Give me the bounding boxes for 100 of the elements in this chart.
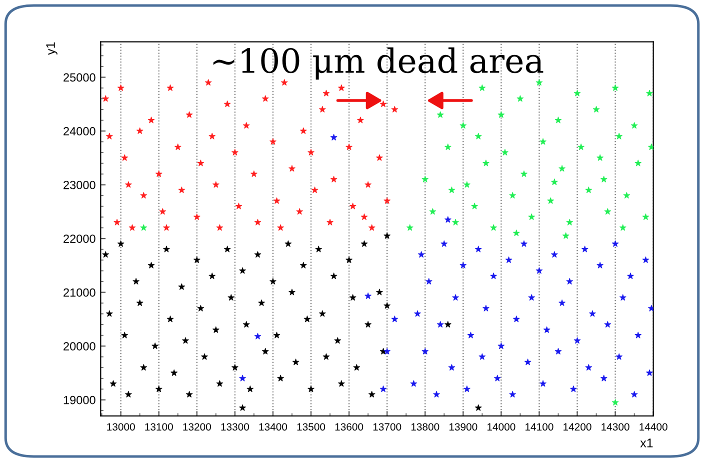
point	[490, 272, 497, 280]
point	[498, 342, 505, 350]
point	[242, 122, 250, 129]
point	[581, 246, 588, 252]
y-tick-label: 19000	[64, 396, 96, 404]
point	[300, 127, 307, 134]
point	[490, 224, 497, 231]
x-tick-label: 13500	[297, 423, 326, 431]
point	[436, 321, 444, 328]
point	[391, 106, 398, 112]
point	[326, 218, 334, 226]
point	[612, 240, 619, 247]
point	[106, 132, 113, 140]
point	[600, 374, 608, 382]
point	[136, 127, 144, 134]
annotation: ∼100 μm dead area	[213, 47, 544, 80]
point	[270, 138, 276, 145]
point	[349, 202, 356, 210]
x-tick-label: 14200	[564, 423, 592, 431]
x-tick-label: 13900	[449, 423, 478, 431]
point	[414, 310, 421, 317]
point	[616, 132, 622, 140]
point	[232, 148, 238, 156]
point	[513, 230, 520, 236]
point	[117, 84, 124, 91]
point	[288, 165, 296, 172]
point	[543, 326, 550, 333]
point	[174, 144, 182, 150]
point	[235, 202, 242, 210]
point	[604, 321, 612, 328]
point	[322, 90, 330, 96]
point	[540, 380, 546, 387]
point	[623, 192, 630, 198]
point	[178, 186, 186, 194]
point	[380, 386, 387, 392]
point	[566, 278, 574, 284]
point	[574, 90, 581, 96]
point	[330, 176, 338, 182]
point	[330, 134, 338, 140]
point	[520, 240, 528, 247]
x-tick-label: 14000	[487, 423, 516, 431]
point	[102, 95, 109, 102]
point	[516, 95, 524, 102]
y-tick-label: 22000	[64, 234, 96, 243]
point	[384, 348, 390, 354]
point	[630, 122, 638, 129]
point	[536, 267, 543, 274]
point	[502, 148, 508, 156]
point	[197, 160, 204, 166]
point	[589, 310, 596, 317]
point	[346, 144, 352, 150]
point	[448, 186, 456, 194]
x-tick-label: 14300	[602, 423, 630, 431]
x-tick-label: 13200	[183, 423, 211, 431]
y-tick-label: 23000	[64, 180, 96, 190]
point	[460, 122, 467, 129]
point	[391, 316, 398, 322]
x-tick-label: 13000	[107, 423, 135, 431]
x-tick-label: 13400	[259, 423, 288, 431]
point	[444, 216, 452, 223]
point	[208, 132, 216, 140]
point	[224, 100, 231, 108]
point	[558, 300, 566, 306]
point	[642, 214, 650, 220]
point	[547, 197, 554, 204]
point	[467, 332, 474, 338]
point	[311, 186, 318, 194]
point	[410, 380, 418, 387]
point	[474, 132, 482, 140]
point	[482, 160, 490, 166]
point	[570, 386, 577, 392]
point	[642, 256, 650, 263]
point	[554, 116, 562, 124]
point	[554, 348, 562, 354]
point	[422, 348, 428, 354]
y-tick-label: 20000	[64, 342, 96, 350]
point	[448, 364, 456, 371]
point	[114, 218, 120, 226]
point	[433, 390, 440, 398]
point	[148, 116, 155, 124]
point	[558, 165, 566, 172]
point	[429, 208, 436, 215]
x-tick-label: 13700	[373, 423, 402, 431]
point	[630, 390, 638, 398]
point	[474, 246, 482, 252]
point	[524, 358, 532, 366]
point	[478, 84, 486, 91]
point	[338, 84, 345, 91]
point	[319, 106, 326, 112]
point	[612, 399, 619, 406]
point	[166, 84, 174, 91]
point	[551, 251, 558, 258]
point	[155, 170, 162, 177]
x-tick-label: 14100	[526, 423, 554, 431]
point	[648, 144, 654, 150]
point	[364, 292, 372, 299]
point	[620, 294, 626, 301]
x-tick-label: 13300	[221, 423, 250, 431]
x-tick-label: 14400	[640, 423, 668, 431]
point	[281, 79, 288, 86]
